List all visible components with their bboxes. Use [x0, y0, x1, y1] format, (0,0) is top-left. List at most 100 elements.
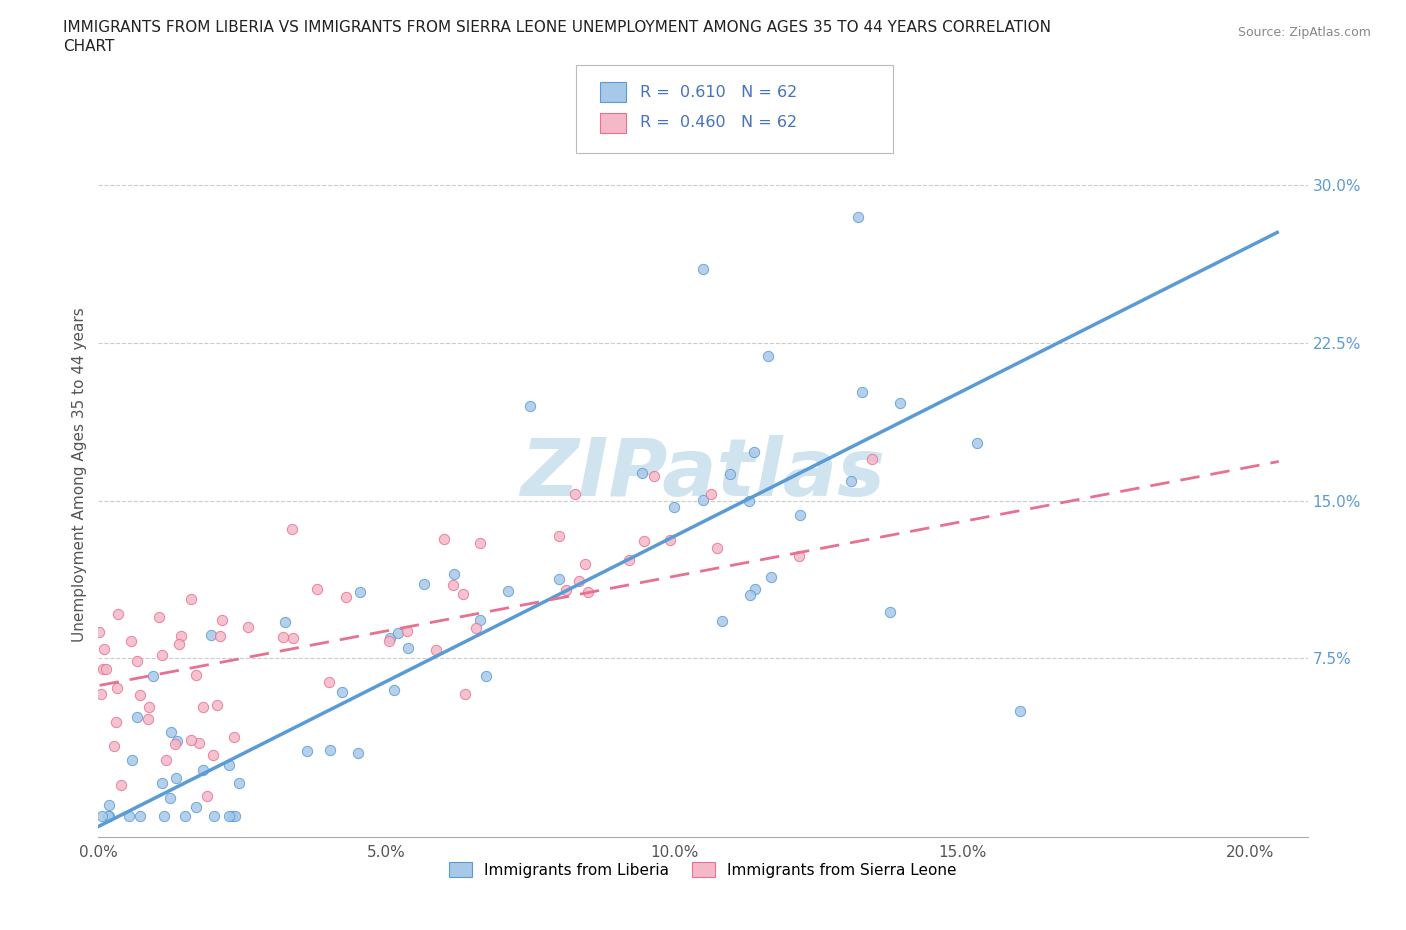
Point: [468, 612, 491, 627]
Point: [224, 808, 246, 823]
Point: [425, 643, 447, 658]
Point: [378, 633, 401, 648]
Text: ZIPatlas: ZIPatlas: [520, 435, 886, 513]
Point: [89, 625, 111, 640]
Point: [496, 584, 519, 599]
Point: [879, 604, 901, 619]
Point: [97, 808, 120, 823]
Point: [966, 435, 988, 450]
Point: [454, 687, 477, 702]
Point: [631, 466, 654, 481]
Point: [433, 532, 456, 547]
Point: [221, 808, 243, 823]
Point: [319, 742, 342, 757]
Point: [167, 637, 190, 652]
Point: [548, 572, 571, 587]
Point: [839, 473, 862, 488]
Point: [191, 763, 214, 777]
Point: [574, 557, 596, 572]
Point: [138, 699, 160, 714]
Point: [224, 730, 246, 745]
Point: [91, 808, 114, 823]
Point: [387, 625, 409, 640]
Point: [121, 753, 143, 768]
Point: [700, 486, 723, 501]
Point: [555, 583, 578, 598]
Point: [191, 699, 214, 714]
Point: [97, 808, 120, 823]
Point: [120, 633, 142, 648]
Point: [475, 669, 498, 684]
Point: [740, 587, 762, 602]
Point: [664, 499, 686, 514]
Point: [1008, 703, 1031, 718]
Point: [94, 661, 117, 676]
Point: [238, 619, 260, 634]
Point: [789, 508, 811, 523]
Point: [105, 681, 128, 696]
Point: [228, 775, 250, 790]
Point: [548, 529, 571, 544]
Point: [706, 540, 728, 555]
Point: [159, 790, 181, 805]
Point: [519, 399, 541, 414]
Point: [125, 654, 148, 669]
Point: [297, 744, 319, 759]
Point: [412, 577, 434, 591]
Point: [110, 777, 132, 792]
Point: [464, 621, 486, 636]
Point: [318, 674, 340, 689]
Point: [619, 552, 641, 567]
Legend: Immigrants from Liberia, Immigrants from Sierra Leone: Immigrants from Liberia, Immigrants from…: [443, 856, 963, 884]
Point: [150, 647, 173, 662]
Point: [129, 808, 152, 823]
Point: [380, 631, 402, 645]
Point: [142, 669, 165, 684]
Point: [165, 770, 187, 785]
Point: [125, 710, 148, 724]
Text: R =  0.460   N = 62: R = 0.460 N = 62: [640, 115, 797, 130]
Point: [209, 628, 232, 643]
Point: [283, 631, 305, 645]
Point: [692, 493, 714, 508]
Point: [159, 724, 181, 739]
Point: [564, 486, 586, 501]
Point: [103, 738, 125, 753]
Point: [201, 748, 224, 763]
Point: [848, 209, 870, 224]
Y-axis label: Unemployment Among Ages 35 to 44 years: Unemployment Among Ages 35 to 44 years: [72, 307, 87, 642]
Point: [576, 585, 599, 600]
Text: IMMIGRANTS FROM LIBERIA VS IMMIGRANTS FROM SIERRA LEONE UNEMPLOYMENT AMONG AGES : IMMIGRANTS FROM LIBERIA VS IMMIGRANTS FR…: [63, 20, 1052, 35]
Point: [107, 606, 129, 621]
Point: [281, 522, 304, 537]
Point: [211, 613, 233, 628]
Point: [443, 567, 465, 582]
Point: [470, 536, 492, 551]
Point: [98, 798, 121, 813]
Point: [330, 684, 353, 699]
Point: [129, 687, 152, 702]
Point: [173, 808, 195, 823]
Point: [93, 642, 115, 657]
Point: [155, 752, 177, 767]
Text: R =  0.610   N = 62: R = 0.610 N = 62: [640, 85, 797, 100]
Point: [218, 808, 240, 823]
Point: [218, 758, 240, 773]
Point: [396, 641, 419, 656]
Point: [202, 808, 225, 823]
Point: [759, 569, 782, 584]
Point: [104, 714, 127, 729]
Point: [184, 668, 207, 683]
Point: [148, 610, 170, 625]
Point: [860, 451, 883, 466]
Point: [643, 469, 665, 484]
Point: [756, 348, 779, 363]
Point: [744, 582, 766, 597]
Point: [180, 733, 202, 748]
Point: [170, 629, 193, 644]
Point: [188, 735, 211, 750]
Point: [186, 800, 208, 815]
Text: CHART: CHART: [63, 39, 115, 54]
Point: [349, 584, 371, 599]
Text: Source: ZipAtlas.com: Source: ZipAtlas.com: [1237, 26, 1371, 39]
